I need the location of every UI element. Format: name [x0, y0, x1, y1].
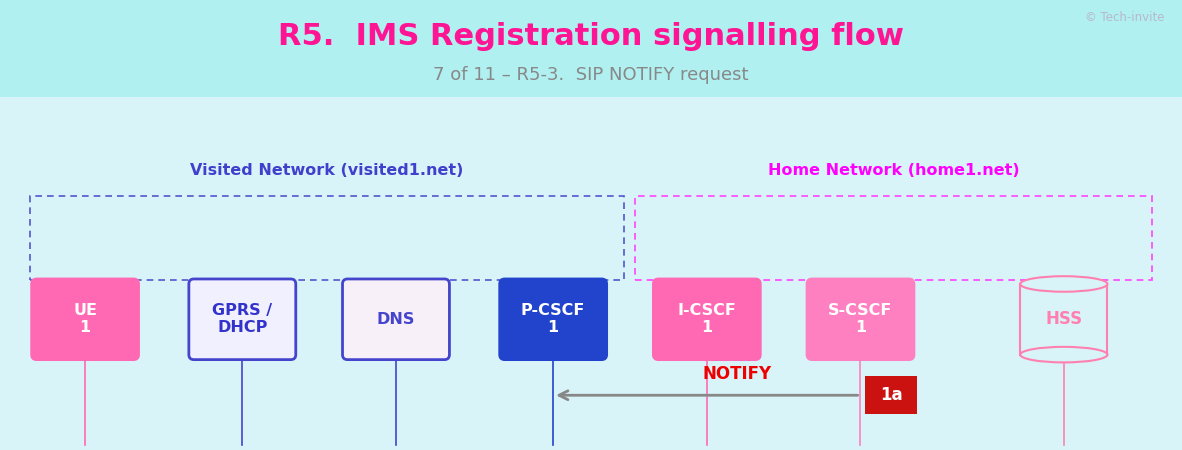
Text: I-CSCF
1: I-CSCF 1	[677, 303, 736, 336]
FancyBboxPatch shape	[500, 279, 606, 360]
FancyBboxPatch shape	[807, 279, 914, 360]
FancyBboxPatch shape	[189, 279, 296, 360]
Text: DNS: DNS	[377, 312, 415, 327]
FancyBboxPatch shape	[343, 279, 449, 360]
Text: S-CSCF
1: S-CSCF 1	[829, 303, 892, 336]
Text: © Tech-invite: © Tech-invite	[1085, 11, 1164, 24]
FancyBboxPatch shape	[865, 376, 917, 414]
Text: P-CSCF
1: P-CSCF 1	[521, 303, 585, 336]
FancyBboxPatch shape	[654, 279, 760, 360]
Text: 7 of 11 – R5-3.  SIP NOTIFY request: 7 of 11 – R5-3. SIP NOTIFY request	[434, 67, 748, 85]
Text: Home Network (home1.net): Home Network (home1.net)	[768, 162, 1019, 178]
Text: HSS: HSS	[1045, 310, 1083, 328]
Text: UE
1: UE 1	[73, 303, 97, 336]
Bar	[0, 97, 1182, 450]
Text: R5.  IMS Registration signalling flow: R5. IMS Registration signalling flow	[278, 22, 904, 51]
Ellipse shape	[1020, 347, 1108, 362]
Text: Visited Network (visited1.net): Visited Network (visited1.net)	[190, 162, 463, 178]
Bar	[1020, 284, 1108, 355]
Text: GPRS /
DHCP: GPRS / DHCP	[213, 303, 272, 336]
Bar	[0, 0, 1182, 97]
Ellipse shape	[1020, 276, 1108, 292]
FancyBboxPatch shape	[32, 279, 138, 360]
Text: 1a: 1a	[881, 386, 903, 404]
Text: NOTIFY: NOTIFY	[702, 365, 772, 383]
